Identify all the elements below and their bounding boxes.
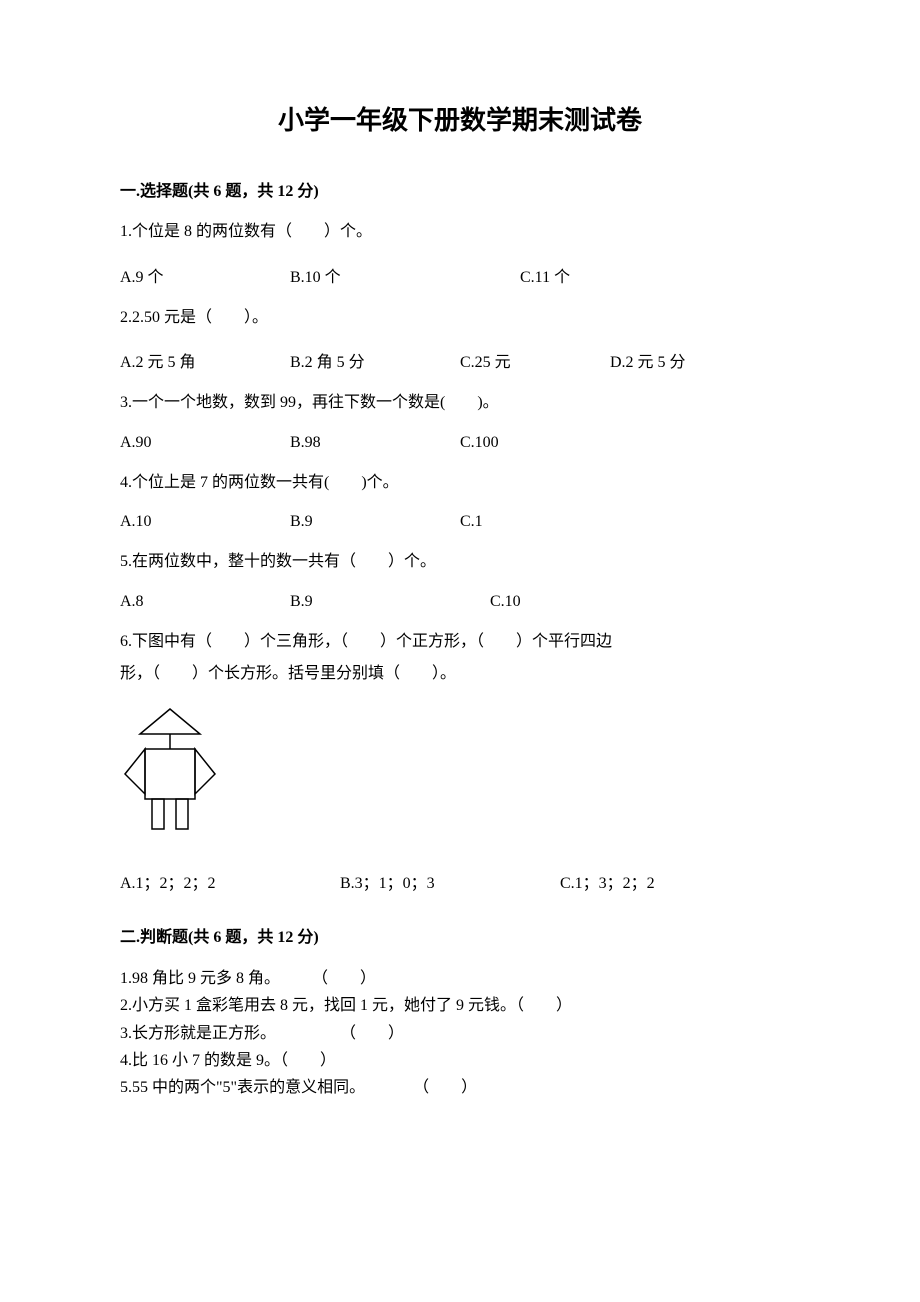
section1-header: 一.选择题(共 6 题，共 12 分)	[120, 177, 800, 201]
q4-text: 4.个位上是 7 的两位数一共有( )个。	[120, 470, 800, 496]
q3-opt-a: A.90	[120, 434, 290, 452]
q5-opt-b: B.9	[290, 593, 490, 611]
q2-opt-b: B.2 角 5 分	[290, 348, 460, 372]
q3-options: A.90 B.98 C.100	[120, 434, 800, 452]
q5-opt-a: A.8	[120, 593, 290, 611]
q4-opt-a: A.10	[120, 513, 290, 531]
section2-header: 二.判断题(共 6 题，共 12 分)	[120, 923, 800, 947]
q6-text-line2: 形，（ ）个长方形。括号里分别填（ ）。	[120, 661, 800, 687]
tf-q2: 2.小方买 1 盒彩笔用去 8 元，找回 1 元，她付了 9 元钱。（ ）	[120, 992, 800, 1019]
q1-text: 1.个位是 8 的两位数有（ ）个。	[120, 219, 800, 245]
tf-q1: 1.98 角比 9 元多 8 角。 （ ）	[120, 965, 800, 992]
q3-opt-c: C.100	[460, 434, 499, 452]
q5-opt-c: C.10	[490, 593, 521, 611]
q2-opt-a: A.2 元 5 角	[120, 348, 290, 372]
q2-opt-c: C.25 元	[460, 348, 610, 372]
tf-q3: 3.长方形就是正方形。 （ ）	[120, 1020, 800, 1047]
q6-figure	[120, 704, 800, 839]
q2-options: A.2 元 5 角 B.2 角 5 分 C.25 元 D.2 元 5 分	[120, 348, 800, 372]
q5-text: 5.在两位数中，整十的数一共有（ ）个。	[120, 549, 800, 575]
q4-opt-b: B.9	[290, 513, 460, 531]
tf-q4: 4.比 16 小 7 的数是 9。（ ）	[120, 1047, 800, 1074]
q1-options: A.9 个 B.10 个 C.11 个	[120, 263, 800, 287]
q3-text: 3.一个一个地数，数到 99，再往下数一个数是( )。	[120, 390, 800, 416]
q1-opt-b: B.10 个	[290, 263, 520, 287]
q5-options: A.8 B.9 C.10	[120, 593, 800, 611]
page-title: 小学一年级下册数学期末测试卷	[120, 100, 800, 137]
q1-opt-a: A.9 个	[120, 263, 290, 287]
q6-opt-b: B.3；1；0；3	[340, 869, 560, 893]
q2-opt-d: D.2 元 5 分	[610, 348, 686, 372]
q6-text-line1: 6.下图中有（ ）个三角形，（ ）个正方形，（ ）个平行四边	[120, 629, 800, 655]
q2-text: 2.2.50 元是（ ）。	[120, 305, 800, 331]
q4-options: A.10 B.9 C.1	[120, 513, 800, 531]
q6-options: A.1；2；2；2 B.3；1；0；3 C.1；3；2；2	[120, 869, 800, 893]
q6-opt-c: C.1；3；2；2	[560, 869, 655, 893]
q1-opt-c: C.11 个	[520, 263, 570, 287]
q4-opt-c: C.1	[460, 513, 483, 531]
q6-opt-a: A.1；2；2；2	[120, 869, 340, 893]
tf-q5: 5.55 中的两个"5"表示的意义相同。 （ ）	[120, 1074, 800, 1101]
q3-opt-b: B.98	[290, 434, 460, 452]
